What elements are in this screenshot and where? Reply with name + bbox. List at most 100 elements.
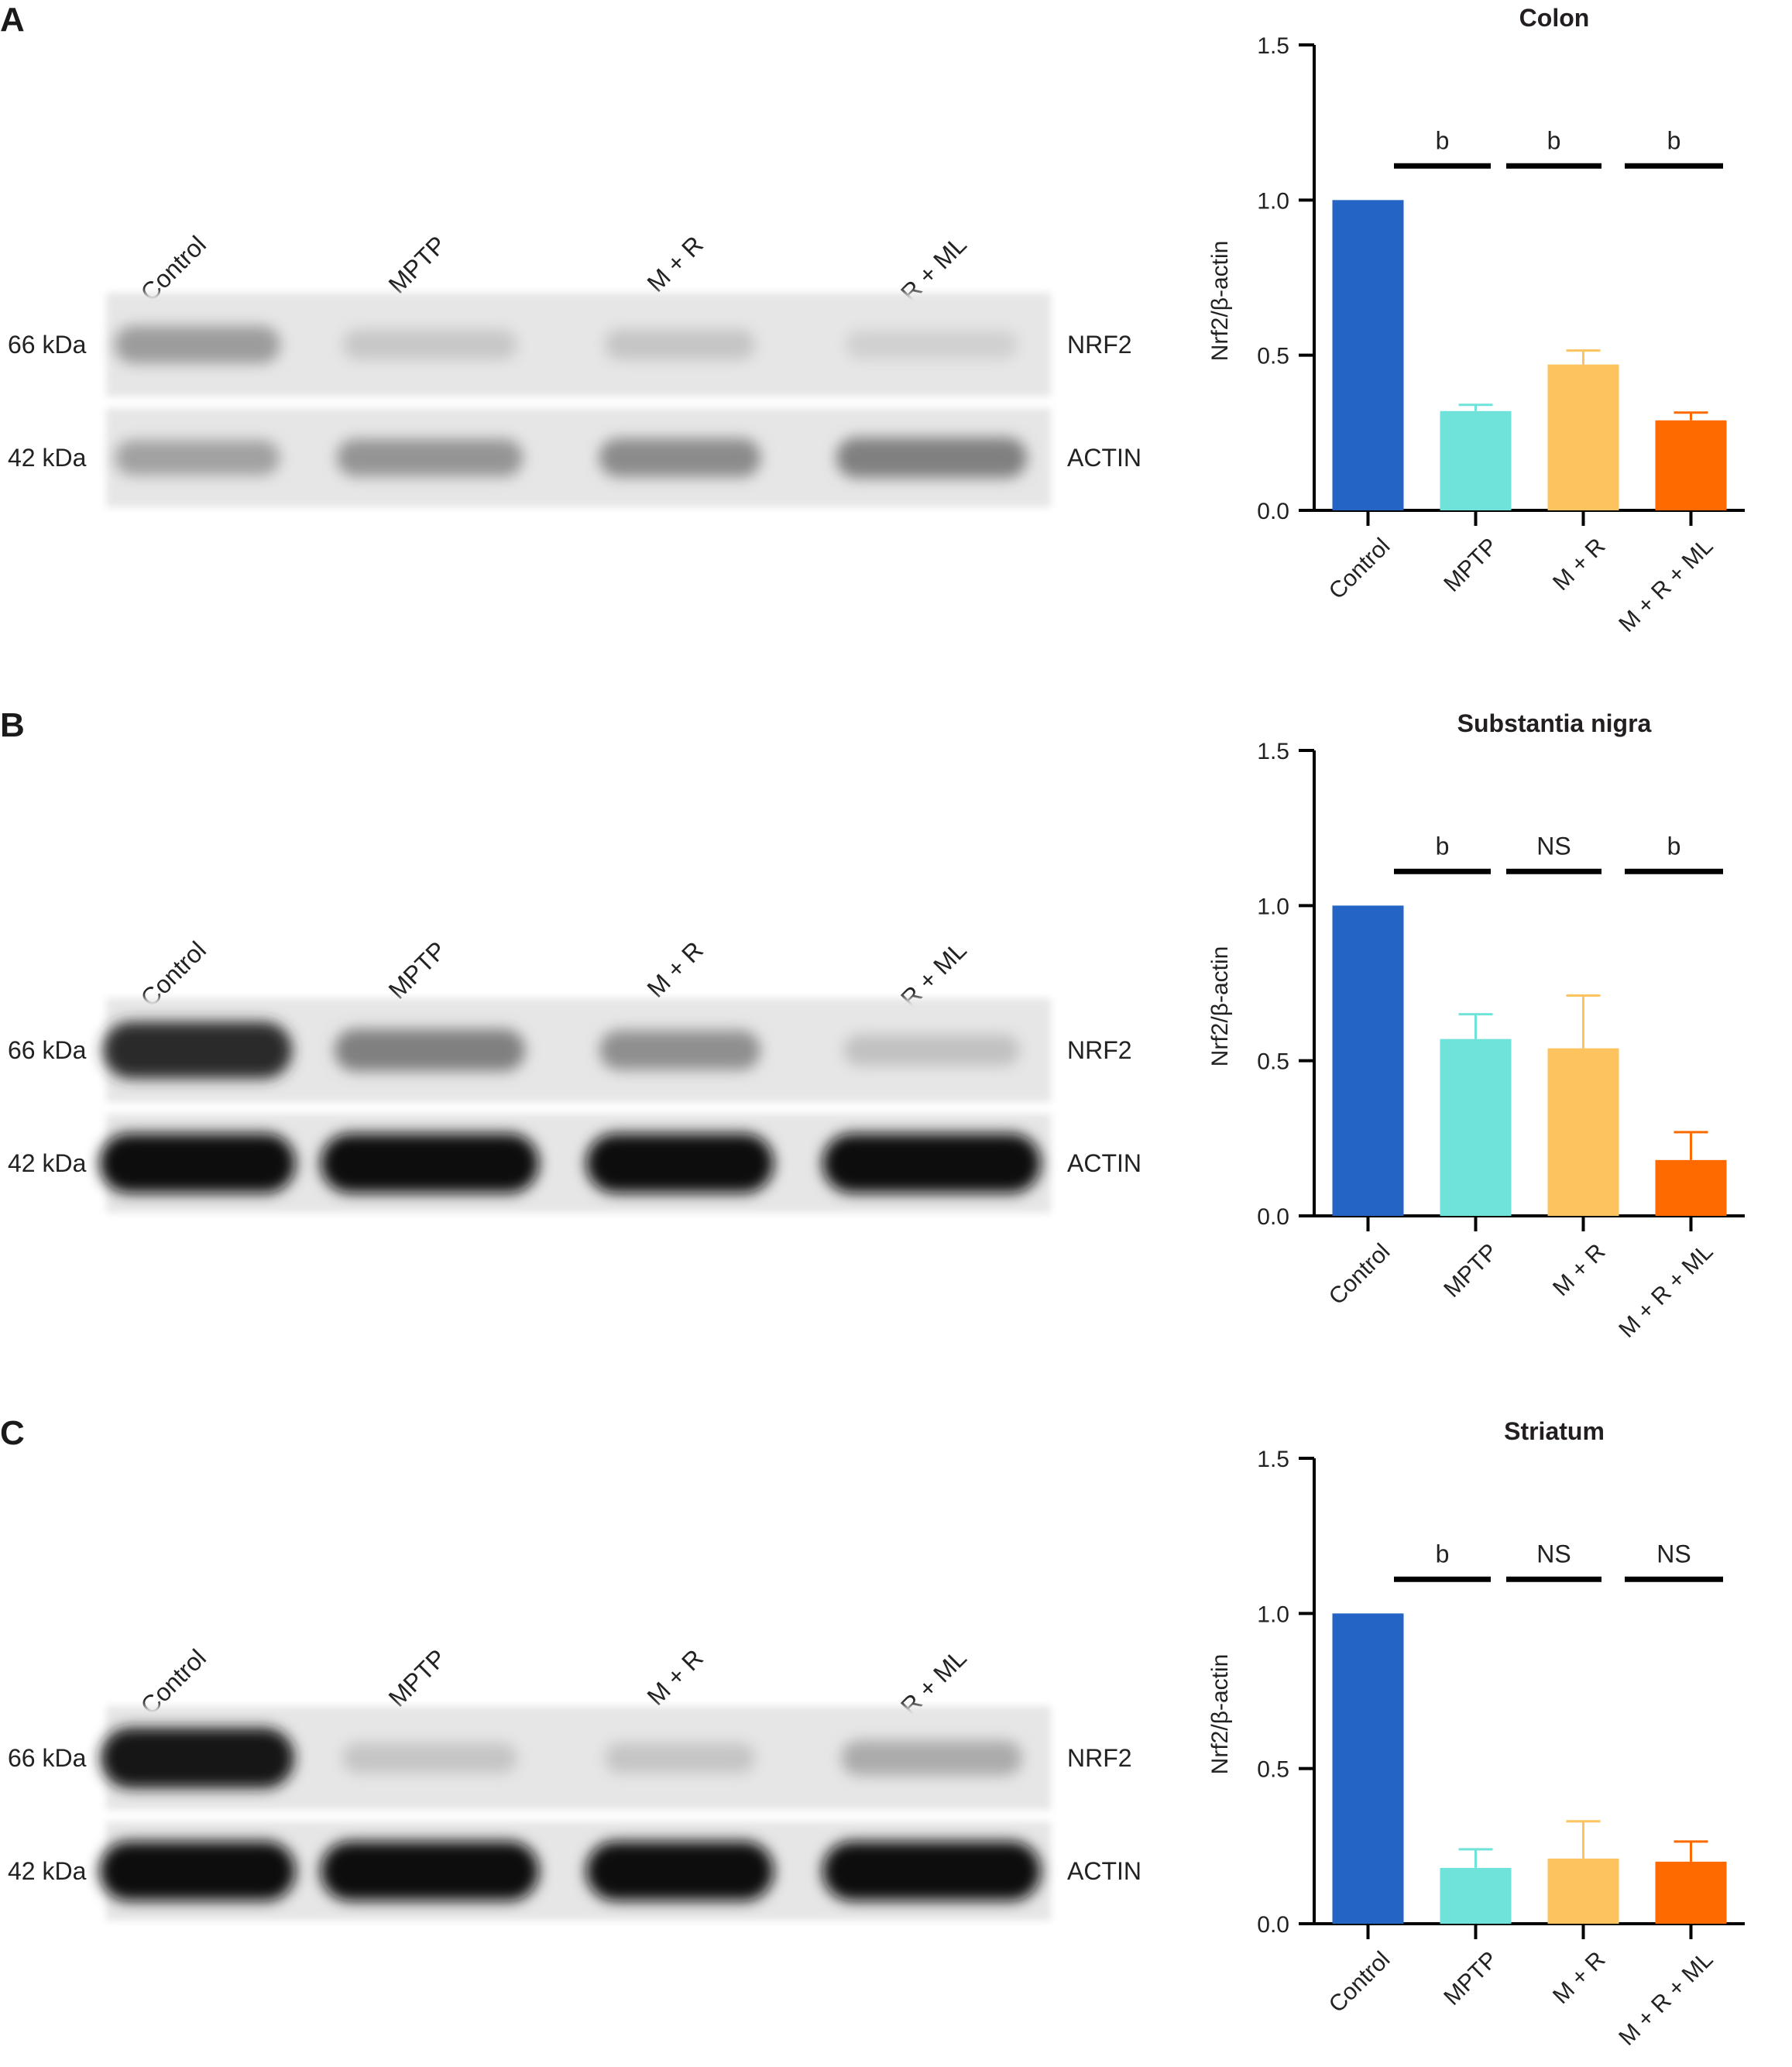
protein-label-nrf2: NRF2 <box>1067 1036 1132 1064</box>
bar-m-r <box>1547 1858 1619 1924</box>
chart-title: Substantia nigra <box>1457 709 1652 737</box>
x-tick-label-m-r: M + R <box>1548 1947 1611 2010</box>
y-tick-label: 1.0 <box>1257 894 1289 919</box>
lane-label-m-r: M + R <box>642 1643 709 1710</box>
y-tick-label: 1.5 <box>1257 1447 1289 1472</box>
x-tick-label-m-r: M + R <box>1548 534 1611 596</box>
band-nrf2-m-r-ml <box>845 330 1018 359</box>
bar-mptp <box>1440 410 1512 510</box>
band-actin-control <box>99 1133 296 1193</box>
x-tick-label-m-r: M + R <box>1548 1239 1611 1302</box>
significance-label: b <box>1667 832 1681 860</box>
panel-letter: A <box>0 1 25 39</box>
y-axis-label: Nrf2/β-actin <box>1207 1654 1233 1775</box>
bar-mptp <box>1440 1867 1512 1924</box>
bar-m-r <box>1547 1048 1619 1216</box>
y-tick-label: 1.5 <box>1257 33 1289 59</box>
band-nrf2-m-r <box>604 1743 756 1773</box>
y-tick-label: 1.5 <box>1257 739 1289 764</box>
protein-label-actin: ACTIN <box>1067 1857 1141 1885</box>
y-tick-label: 0.5 <box>1257 1757 1289 1783</box>
lane-label-m-r: M + R <box>642 936 709 1002</box>
y-axis-label: Nrf2/β-actin <box>1207 241 1233 362</box>
band-actin-m-r <box>586 1841 774 1901</box>
x-tick-label-mptp: MPTP <box>1439 534 1502 597</box>
band-nrf2-mptp <box>342 1743 517 1773</box>
protein-label-actin: ACTIN <box>1067 444 1141 472</box>
band-nrf2-m-r-ml <box>841 1740 1022 1776</box>
chart-title: Colon <box>1519 4 1590 32</box>
x-tick-label-mptp: MPTP <box>1439 1947 1502 2010</box>
significance-label: b <box>1436 126 1450 154</box>
y-tick-label: 0.5 <box>1257 1049 1289 1075</box>
x-tick-label-control: Control <box>1324 1239 1395 1310</box>
y-tick-label: 1.0 <box>1257 1602 1289 1627</box>
band-nrf2-m-r <box>599 1030 760 1070</box>
lane-label-mptp: MPTP <box>383 936 451 1004</box>
chart-title: Striatum <box>1504 1417 1605 1445</box>
protein-label-nrf2: NRF2 <box>1067 331 1132 359</box>
band-actin-mptp <box>321 1133 539 1193</box>
x-tick-label-m-r-ml: M + R + ML <box>1614 534 1718 637</box>
bar-control <box>1332 905 1404 1216</box>
significance-label: b <box>1436 832 1450 860</box>
band-actin-m-r-ml <box>822 1133 1041 1193</box>
bar-chart: Substantia nigra 0.0 0.5 1.0 1.5 Nrf2/β-actin… <box>1207 709 1745 1343</box>
band-actin-m-r-ml <box>836 437 1028 479</box>
kda-label: 66 kDa <box>8 1036 87 1064</box>
kda-label: 42 kDa <box>8 444 87 472</box>
lane-label-mptp: MPTP <box>383 230 451 298</box>
bar-m-r-ml <box>1655 420 1727 510</box>
band-actin-mptp <box>336 438 524 477</box>
band-nrf2-mptp <box>334 1028 526 1072</box>
x-tick-label-control: Control <box>1324 534 1395 605</box>
y-tick-label: 0.5 <box>1257 344 1289 369</box>
band-actin-mptp <box>321 1841 539 1901</box>
band-nrf2-mptp <box>342 329 517 360</box>
band-actin-m-r <box>599 438 761 477</box>
x-tick-label-m-r-ml: M + R + ML <box>1614 1947 1718 2051</box>
bar-chart: Striatum 0.0 0.5 1.0 1.5 Nrf2/β-actin Control M… <box>1207 1417 1745 2051</box>
kda-label: 66 kDa <box>8 331 87 359</box>
x-tick-label-mptp: MPTP <box>1439 1239 1502 1303</box>
band-nrf2-control <box>102 1021 293 1079</box>
protein-label-actin: ACTIN <box>1067 1149 1141 1177</box>
band-actin-control <box>115 440 280 476</box>
bar-mptp <box>1440 1039 1512 1216</box>
significance-label: NS <box>1536 1540 1571 1567</box>
bar-chart: Colon 0.0 0.5 1.0 1.5 Nrf2/β-actin Control MPTP… <box>1207 4 1745 637</box>
lane-label-mptp: MPTP <box>383 1643 451 1712</box>
band-actin-m-r-ml <box>822 1841 1041 1901</box>
significance-label: NS <box>1536 832 1571 860</box>
x-tick-label-control: Control <box>1324 1947 1395 2018</box>
y-tick-label: 0.0 <box>1257 1204 1289 1230</box>
significance-label: NS <box>1656 1540 1691 1567</box>
y-tick-label: 1.0 <box>1257 188 1289 214</box>
bar-control <box>1332 200 1404 510</box>
band-nrf2-m-r-ml <box>843 1034 1020 1066</box>
band-actin-control <box>99 1841 296 1901</box>
protein-label-nrf2: NRF2 <box>1067 1744 1132 1772</box>
significance-label: b <box>1436 1540 1450 1567</box>
band-nrf2-control <box>100 1727 295 1789</box>
panel-letter: C <box>0 1414 25 1452</box>
x-tick-label-m-r-ml: M + R + ML <box>1614 1239 1718 1343</box>
band-actin-m-r <box>586 1133 774 1193</box>
significance-label: b <box>1667 126 1681 154</box>
bar-m-r-ml <box>1655 1159 1727 1216</box>
panel-letter: B <box>0 706 25 744</box>
bar-control <box>1332 1613 1404 1924</box>
kda-label: 66 kDa <box>8 1744 87 1772</box>
significance-label: b <box>1547 126 1561 154</box>
y-tick-label: 0.0 <box>1257 1912 1289 1938</box>
lane-label-m-r: M + R <box>642 230 709 297</box>
y-axis-label: Nrf2/β-actin <box>1207 946 1233 1067</box>
kda-label: 42 kDa <box>8 1149 87 1177</box>
